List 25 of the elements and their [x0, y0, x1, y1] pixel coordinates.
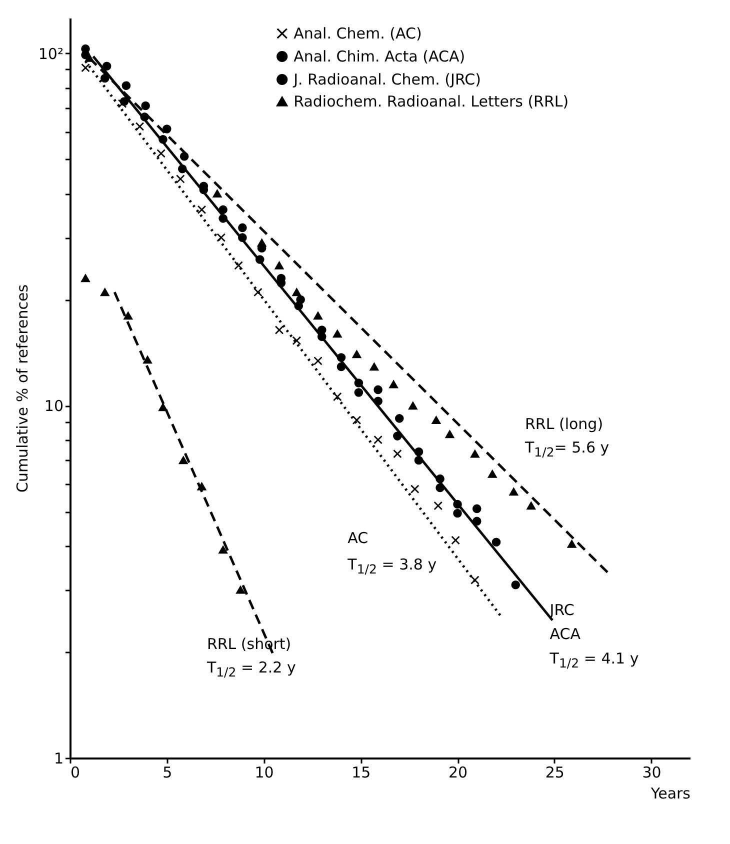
annotation: RRL (short) [206, 635, 292, 654]
x-tick-label: 0 [70, 764, 80, 782]
annotation: ACA [550, 625, 581, 644]
annotation: T$_{1/2}$ = 4.1 y [550, 650, 639, 671]
x-tick-label: 5 [162, 764, 172, 782]
y-axis-title: Cumulative % of references [13, 284, 32, 493]
legend-label: Anal. Chem. (AC) [294, 24, 422, 42]
x-tick-label: 10 [254, 764, 274, 782]
annotation: T$_{1/2}$ = 2.2 y [206, 658, 296, 680]
legend-label: J. Radioanal. Chem. (JRC) [292, 70, 481, 88]
x-tick-label: 30 [642, 764, 662, 782]
annotation: JRC [550, 601, 574, 620]
x-tick-label: 25 [545, 764, 564, 782]
x-tick-label: 15 [352, 764, 371, 782]
y-tick-label: 1 [54, 750, 64, 768]
annotation: T$_{1/2}$= 5.6 y [525, 438, 610, 460]
annotation: AC [348, 528, 368, 547]
annotation: RRL (long) [525, 414, 604, 433]
y-tick-label: 10² [38, 44, 64, 63]
legend-label: Anal. Chim. Acta (ACA) [294, 48, 466, 66]
annotation: T$_{1/2}$ = 3.8 y [348, 555, 437, 576]
x-tick-label: 20 [448, 764, 468, 782]
legend-label: Radiochem. Radioanal. Letters (RRL) [294, 92, 569, 110]
y-tick-label: 10 [44, 397, 64, 416]
x-axis-title: Years [650, 784, 691, 802]
